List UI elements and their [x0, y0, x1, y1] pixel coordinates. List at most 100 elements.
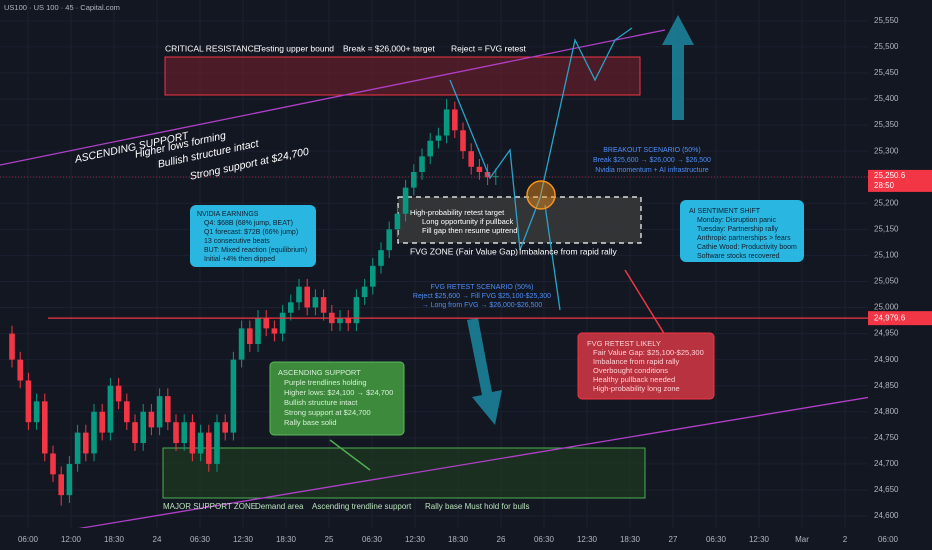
candle-body	[394, 213, 401, 230]
resistance-text: Testing upper bound	[257, 43, 334, 53]
candle-body	[296, 286, 302, 303]
candle-body	[189, 422, 196, 454]
x-tick-label: 12:30	[405, 535, 426, 544]
y-tick-label: 25,150	[874, 224, 899, 233]
pointer-line	[624, 269, 666, 336]
candle-body	[320, 297, 327, 313]
lower-trendline	[9, 392, 896, 541]
candle-body	[419, 156, 425, 173]
ai-text: Cathie Wood: Productivity boom	[697, 244, 797, 251]
candle-body	[361, 286, 368, 298]
nvidia-text: Q1 forecast: $72B (66% jump)	[204, 229, 298, 236]
y-tick-label: 24,800	[874, 407, 899, 416]
candle-body	[173, 422, 179, 444]
x-tick-label: 06:30	[190, 535, 211, 544]
x-tick-label: 06:30	[362, 535, 383, 544]
candle-body	[279, 312, 286, 334]
x-tick-label: 25	[325, 535, 334, 544]
y-tick-label: 24,650	[874, 485, 899, 494]
x-tick-label: 06:30	[706, 535, 727, 544]
x-tick-label: 12:30	[577, 535, 598, 544]
target-circle	[526, 180, 556, 210]
y-tick-label: 24,600	[874, 511, 899, 520]
candle-body	[238, 328, 245, 360]
candle-body	[427, 140, 433, 157]
candle-body	[353, 297, 360, 324]
candle-body	[230, 359, 237, 433]
candle-body	[460, 130, 466, 152]
y-tick-label: 25,100	[874, 251, 899, 260]
x-tick-label: 12:00	[61, 535, 82, 544]
x-tick-label: 12:30	[233, 535, 254, 544]
likely-text: Healthy pullback needed	[593, 375, 675, 384]
x-tick-label: Mar	[795, 535, 809, 544]
candles	[9, 99, 499, 506]
breakout-text: Break $25,600 → $26,000 → $26,500	[593, 157, 711, 164]
candle-body	[132, 422, 138, 444]
nvidia-text: BUT: Mixed reaction (equilibrium)	[204, 247, 307, 254]
level-label: 24,979.6	[874, 313, 906, 322]
candle-body	[263, 317, 269, 329]
support-box	[269, 361, 405, 436]
support-box-text: Strong support at $24,700	[284, 408, 371, 417]
candle-body	[25, 380, 32, 423]
candle-body	[115, 385, 122, 402]
y-tick-label: 25,000	[874, 303, 899, 312]
retest-text: → Long from FVG → $26,000-$26,500	[422, 302, 543, 309]
y-tick-label: 24,900	[874, 355, 899, 364]
candle-body	[370, 265, 376, 287]
y-tick-label: 25,350	[874, 120, 899, 129]
resistance-text: Break = $26,000+ target	[343, 43, 435, 53]
fvg-text: Long opportunity if pullback	[422, 217, 514, 226]
x-tick-label: 27	[669, 535, 678, 544]
candle-body	[156, 396, 163, 428]
likely-box	[577, 332, 715, 400]
support-box-text: Higher lows: $24,100 → $24,700	[284, 388, 393, 397]
ai-text: Anthropic partnerships > fears	[697, 235, 791, 242]
x-tick-label: 06:30	[534, 535, 555, 544]
x-tick-label: 18:30	[620, 535, 641, 544]
likely-text: Imbalance from rapid rally	[593, 357, 680, 366]
ai-text: Monday: Disruption panic	[697, 217, 776, 224]
x-tick-label: 06:00	[18, 535, 39, 544]
x-tick-label: 2	[843, 535, 848, 544]
breakout-text: BREAKOUT SCENARIO (50%)	[603, 147, 701, 154]
resistance-text: CRITICAL RESISTANCE	[165, 43, 260, 53]
candle-body	[17, 359, 23, 381]
nvidia-text: NVIDIA EARNINGS	[197, 211, 259, 218]
ai-box	[680, 200, 804, 262]
support-box-text: Rally base solid	[284, 418, 337, 427]
scenario-path	[544, 204, 561, 311]
scenario-path	[449, 27, 633, 251]
candle-body	[66, 463, 73, 496]
likely-text: Fair Value Gap: $25,100-$25,300	[593, 348, 704, 357]
support-box-text: Purple trendlines holding	[284, 378, 367, 387]
candle-body	[402, 187, 409, 214]
pointer-line	[329, 439, 371, 471]
candle-body	[107, 385, 114, 433]
x-tick-label: 06:00	[878, 535, 899, 544]
x-tick-label: 24	[153, 535, 162, 544]
candle-body	[345, 317, 351, 324]
x-tick-label: 18:30	[448, 535, 469, 544]
nvidia-text: Initial +4% then dipped	[204, 256, 275, 263]
x-tick-label: 12:30	[749, 535, 770, 544]
candle-body	[484, 172, 491, 178]
fvg-zone-text: FVG ZONE (Fair Value Gap)	[410, 246, 518, 256]
resistance-zone	[164, 56, 641, 96]
time-axis	[0, 528, 868, 550]
y-tick-label: 24,750	[874, 433, 899, 442]
down-arrow	[467, 318, 502, 425]
candle-body	[214, 422, 220, 464]
x-tick-label: 26	[497, 535, 506, 544]
candle-body	[271, 328, 278, 334]
y-tick-label: 24,700	[874, 459, 899, 468]
y-tick-label: 25,550	[874, 16, 899, 25]
last-price-tag	[868, 169, 932, 192]
y-tick-label: 25,050	[874, 277, 899, 286]
likely-text: Overbought conditions	[593, 366, 668, 375]
candle-body	[435, 135, 442, 141]
candle-body	[140, 411, 146, 444]
ai-text: Software stocks recovered	[697, 253, 780, 260]
